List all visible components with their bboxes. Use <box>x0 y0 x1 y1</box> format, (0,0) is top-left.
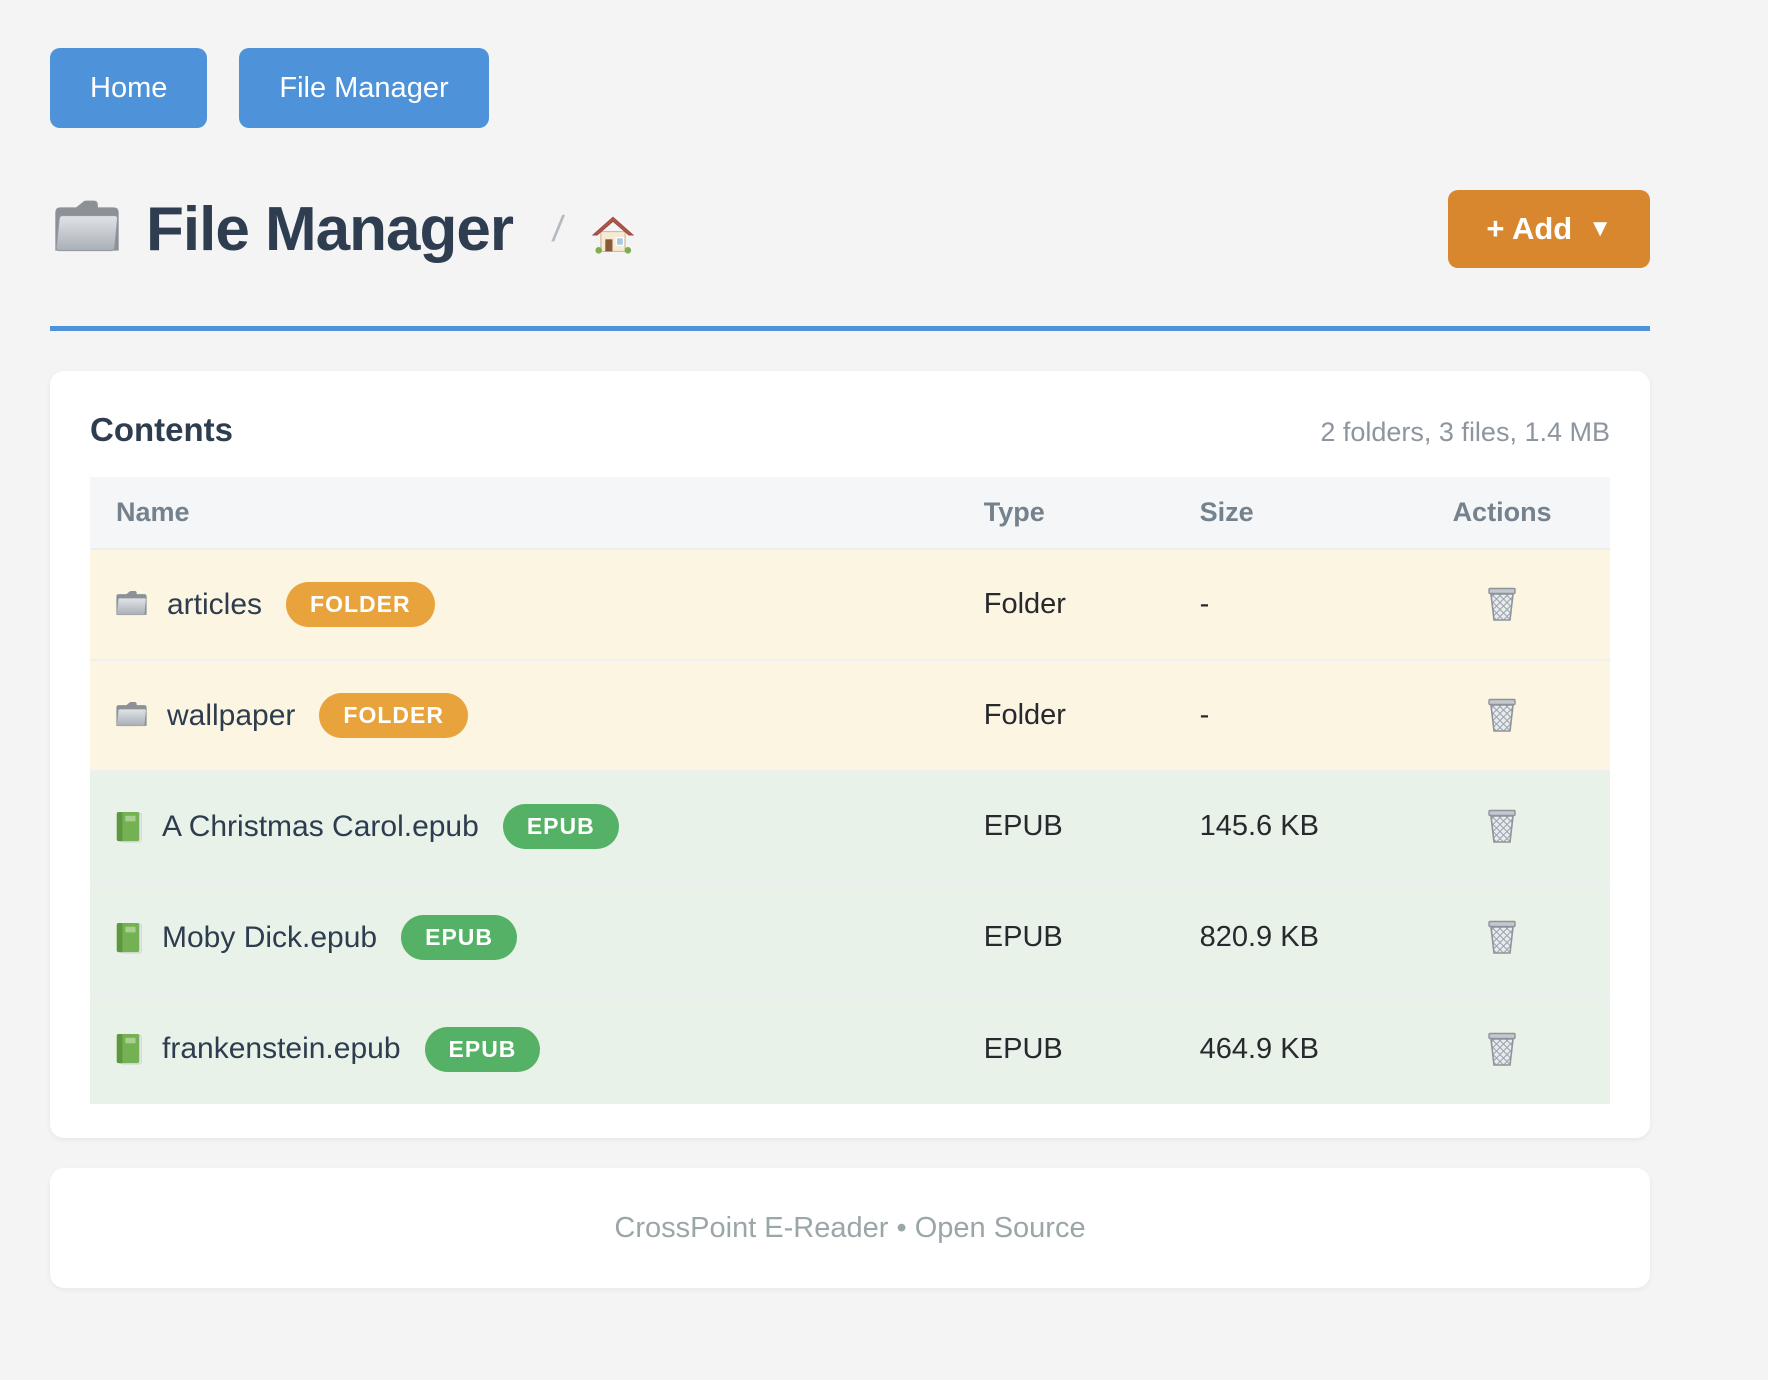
table-row-christmas-carol: A Christmas Carol.epub EPUB EPUB 145.6 K… <box>90 771 1610 882</box>
folder-name-link[interactable]: wallpaper <box>167 698 296 732</box>
type-value: EPUB <box>983 882 1200 993</box>
header-divider <box>50 326 1650 331</box>
size-value: - <box>1199 549 1395 660</box>
contents-summary: 2 folders, 3 files, 1.4 MB <box>1320 417 1610 447</box>
contents-heading: Contents <box>90 411 233 448</box>
type-value: Folder <box>983 549 1200 660</box>
size-value: 145.6 KB <box>1199 771 1395 882</box>
size-value: 464.9 KB <box>1199 993 1395 1104</box>
trash-icon <box>1486 1030 1518 1068</box>
trash-icon <box>1486 696 1518 734</box>
folder-badge: FOLDER <box>319 693 468 738</box>
home-breadcrumb-icon[interactable] <box>591 214 635 258</box>
table-header-row: Name Type Size Actions <box>90 477 1610 549</box>
top-nav: Home File Manager <box>50 48 1650 128</box>
column-header-name: Name <box>90 477 984 549</box>
size-value: - <box>1199 660 1395 771</box>
delete-button[interactable] <box>1482 1026 1522 1072</box>
type-value: EPUB <box>983 771 1200 882</box>
trash-icon <box>1486 585 1518 623</box>
file-table: Name Type Size Actions <box>90 477 1610 1104</box>
caret-down-icon: ▼ <box>1588 215 1612 242</box>
table-row-wallpaper: wallpaper FOLDER Folder - <box>90 660 1610 771</box>
add-button[interactable]: + Add ▼ <box>1448 190 1650 268</box>
folder-icon <box>114 590 149 619</box>
book-icon <box>114 921 144 955</box>
delete-button[interactable] <box>1482 914 1522 960</box>
page-title: File Manager <box>146 194 514 264</box>
file-name-link[interactable]: A Christmas Carol.epub <box>162 809 479 843</box>
folder-name-link[interactable]: articles <box>167 587 263 621</box>
folder-badge: FOLDER <box>286 582 435 627</box>
epub-badge: EPUB <box>401 915 518 960</box>
file-name-link[interactable]: frankenstein.epub <box>162 1032 401 1065</box>
contents-card-header: Contents 2 folders, 3 files, 1.4 MB <box>90 411 1610 449</box>
folder-icon <box>114 701 149 730</box>
footer-card: CrossPoint E-Reader • Open Source <box>50 1168 1650 1288</box>
column-header-type: Type <box>983 477 1200 549</box>
epub-badge: EPUB <box>502 804 619 849</box>
breadcrumb-separator: / <box>550 208 566 249</box>
column-header-actions: Actions <box>1394 477 1610 549</box>
file-manager-button[interactable]: File Manager <box>239 48 489 128</box>
trash-icon <box>1486 807 1518 845</box>
size-value: 820.9 KB <box>1199 882 1395 993</box>
contents-card: Contents 2 folders, 3 files, 1.4 MB Name… <box>50 371 1650 1138</box>
footer-text: CrossPoint E-Reader • Open Source <box>614 1211 1086 1244</box>
page: Home File Manager File Manager / <box>50 48 1650 1288</box>
delete-button[interactable] <box>1482 692 1522 738</box>
delete-button[interactable] <box>1482 581 1522 627</box>
table-row-articles: articles FOLDER Folder - <box>90 549 1610 660</box>
epub-badge: EPUB <box>424 1026 541 1072</box>
folder-icon <box>50 199 124 259</box>
book-icon <box>114 1032 144 1066</box>
file-name-link[interactable]: Moby Dick.epub <box>162 920 378 954</box>
add-button-label: + Add <box>1486 211 1573 246</box>
book-icon <box>114 810 144 844</box>
page-header: File Manager / + Add ▼ <box>50 190 1650 268</box>
table-row-moby-dick: Moby Dick.epub EPUB EPUB 820.9 KB <box>90 882 1610 993</box>
type-value: EPUB <box>983 993 1200 1104</box>
title-group: File Manager / <box>50 194 635 265</box>
home-button[interactable]: Home <box>50 48 208 128</box>
trash-icon <box>1486 918 1518 956</box>
type-value: Folder <box>983 660 1200 771</box>
table-row-frankenstein: frankenstein.epub EPUB EPUB 464.9 KB <box>90 993 1610 1104</box>
delete-button[interactable] <box>1482 803 1522 849</box>
column-header-size: Size <box>1199 477 1395 549</box>
